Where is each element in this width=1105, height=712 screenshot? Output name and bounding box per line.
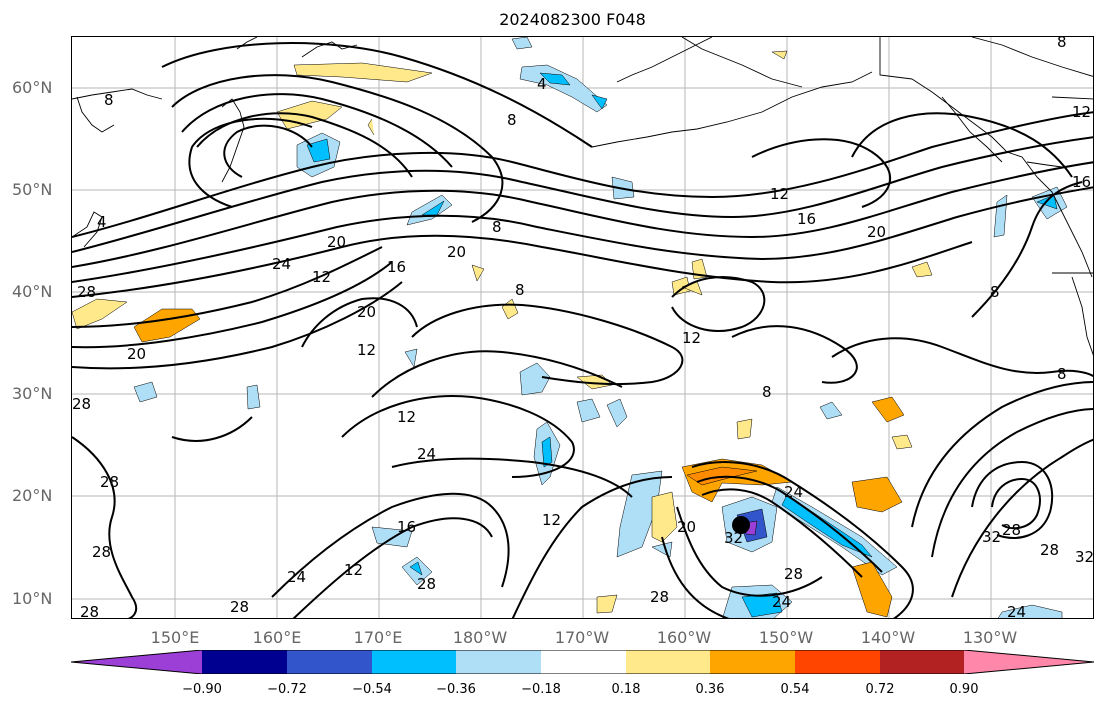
contour-label: 12 — [542, 511, 561, 529]
contour-label: 4 — [537, 75, 547, 93]
contour-label: 28 — [784, 565, 803, 583]
contour-label: 28 — [650, 588, 669, 606]
contour-label: 12 — [770, 185, 789, 203]
contour-label: 24 — [272, 255, 291, 273]
contour-label: 4 — [97, 213, 107, 231]
map-title: 2024082300 F048 — [499, 10, 646, 29]
lat-label-30n: 30°N — [12, 384, 53, 403]
contour-label: 32 — [1075, 548, 1094, 566]
shaded-field — [72, 37, 1068, 618]
lon-label-140w: 140°W — [860, 628, 916, 647]
contour-label: 16 — [797, 210, 816, 228]
map-panel: 8 4 8 8 12 16 4 12 16 20 20 24 12 16 20 … — [71, 36, 1094, 619]
colorbar-label: −0.54 — [352, 682, 392, 697]
lon-label-130w: 130°W — [962, 628, 1018, 647]
colorbar-segment — [795, 650, 880, 674]
contour-label: 20 — [357, 303, 376, 321]
colorbar-segment — [541, 650, 626, 674]
storm-center-marker — [732, 516, 750, 534]
contour-label: 20 — [327, 233, 346, 251]
colorbar-segment — [456, 650, 541, 674]
colorbar-label: 0.36 — [695, 682, 725, 697]
colorbar-label: −0.72 — [267, 682, 307, 697]
lon-label-150e: 150°E — [150, 628, 200, 647]
contour-label: 12 — [344, 561, 363, 579]
colorbar-label: −0.18 — [521, 682, 561, 697]
contour-label: 28 — [230, 598, 249, 616]
lon-label-170e: 170°E — [353, 628, 403, 647]
contour-label: 28 — [77, 283, 96, 301]
contour-label: 28 — [1002, 521, 1021, 539]
contour-label: 24 — [772, 593, 791, 611]
colorbar-label: 0.18 — [611, 682, 641, 697]
lat-label-40n: 40°N — [12, 282, 53, 301]
contour-label: 16 — [397, 518, 416, 536]
contour-label: 32 — [982, 528, 1001, 546]
colorbar-segment — [710, 650, 795, 674]
contour-label: 24 — [287, 568, 306, 586]
contour-label: 8 — [492, 218, 502, 236]
contour-label: 8 — [507, 111, 517, 129]
contour-label: 16 — [387, 258, 406, 276]
colorbar-segment — [202, 650, 287, 674]
contour-label: 8 — [1057, 365, 1067, 383]
graticule — [72, 37, 1093, 618]
colorbar-label: −0.90 — [182, 682, 222, 697]
contour-label: 28 — [92, 543, 111, 561]
contour-label: 8 — [104, 91, 114, 109]
contour-label: 12 — [357, 341, 376, 359]
contour-lines — [72, 42, 1093, 618]
colorbar-segment — [626, 650, 710, 674]
lon-label-170w: 170°W — [554, 628, 610, 647]
contour-label: 8 — [762, 383, 772, 401]
lat-label-10n: 10°N — [12, 589, 53, 608]
coastlines — [72, 37, 1093, 356]
lat-label-60n: 60°N — [12, 78, 53, 97]
contour-label: 12 — [397, 408, 416, 426]
contour-label: 28 — [72, 395, 91, 413]
contour-label: 12 — [1072, 103, 1091, 121]
colorbar-label: 0.72 — [865, 682, 895, 697]
colorbar-segment — [880, 650, 964, 674]
contour-label: 24 — [417, 445, 436, 463]
contour-label: 28 — [80, 603, 99, 619]
colorbar — [70, 649, 1095, 675]
colorbar-label: 0.90 — [949, 682, 979, 697]
lon-label-180w: 180°W — [452, 628, 508, 647]
contour-label: 12 — [682, 329, 701, 347]
contour-label: 12 — [312, 268, 331, 286]
colorbar-segment — [71, 650, 202, 674]
colorbar-segment — [372, 650, 456, 674]
contour-label: 20 — [867, 223, 886, 241]
contour-label: 28 — [417, 575, 436, 593]
lon-label-160w: 160°W — [656, 628, 712, 647]
lon-label-150w: 150°W — [758, 628, 814, 647]
colorbar-label: −0.36 — [436, 682, 476, 697]
contour-label: 28 — [100, 473, 119, 491]
contour-label: 20 — [127, 345, 146, 363]
lon-label-160e: 160°E — [252, 628, 302, 647]
contour-label: 24 — [784, 483, 803, 501]
lat-label-50n: 50°N — [12, 180, 53, 199]
contour-label: 20 — [447, 243, 466, 261]
contour-label: 8 — [1057, 37, 1067, 51]
contour-label: 28 — [1040, 541, 1059, 559]
contour-label: 8 — [515, 281, 525, 299]
contour-label: 24 — [1007, 603, 1026, 619]
contour-label: 20 — [677, 518, 696, 536]
colorbar-segment — [964, 650, 1094, 674]
contour-label: 16 — [1072, 173, 1091, 191]
contour-label-group: 8 4 8 8 12 16 4 12 16 20 20 24 12 16 20 … — [72, 37, 1094, 619]
colorbar-segment — [287, 650, 372, 674]
contour-label: 8 — [990, 283, 1000, 301]
colorbar-label: 0.54 — [780, 682, 810, 697]
lat-label-20n: 20°N — [12, 486, 53, 505]
